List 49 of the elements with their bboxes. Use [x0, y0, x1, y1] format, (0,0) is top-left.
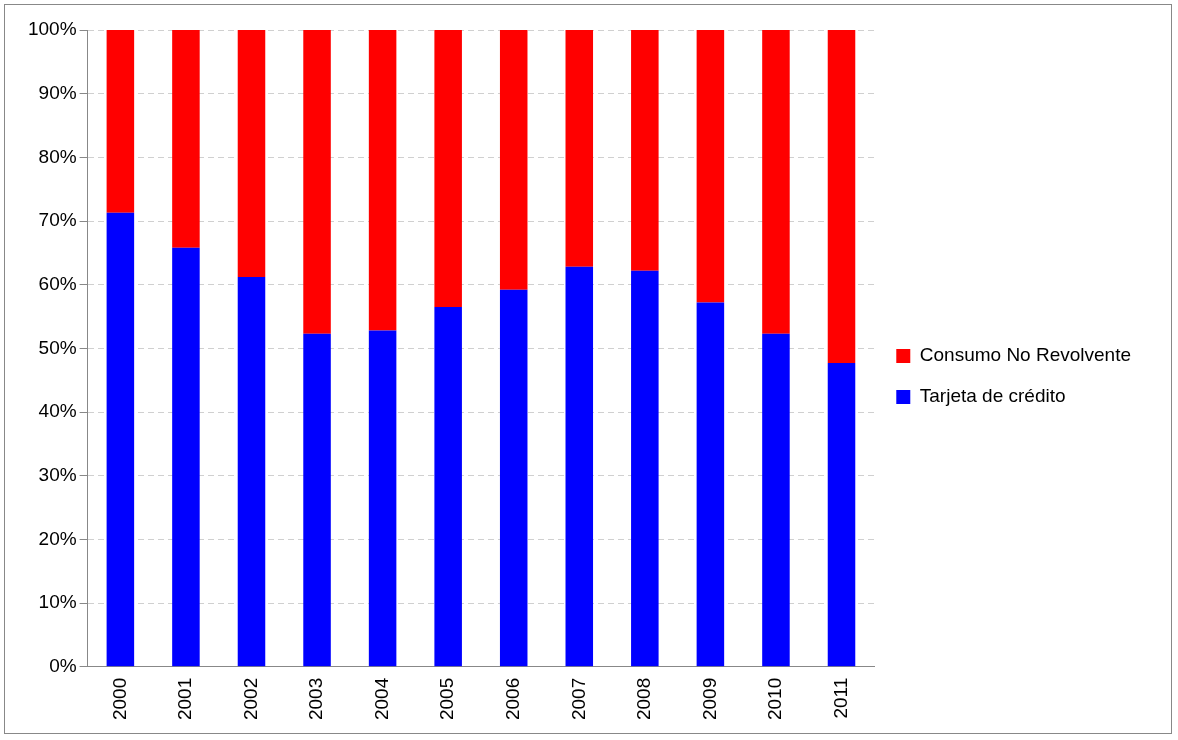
- bar: [565, 266, 594, 667]
- y-tick-label: 0%: [49, 654, 77, 676]
- bar: [303, 333, 331, 667]
- bar: [827, 363, 856, 667]
- bar: [368, 30, 397, 331]
- bar: [827, 30, 856, 364]
- y-tick-label: 20%: [38, 527, 77, 549]
- x-tick-label: 2010: [764, 677, 786, 721]
- bar: [696, 302, 725, 667]
- bar: [631, 30, 659, 271]
- y-tick-label: 40%: [38, 400, 77, 422]
- bar: [106, 212, 135, 667]
- bar: [762, 30, 790, 334]
- bar: [303, 30, 331, 334]
- x-tick-label: 2003: [305, 677, 327, 721]
- bar: [434, 30, 462, 307]
- bar: [434, 306, 462, 667]
- bar: [565, 30, 594, 267]
- bar: [762, 333, 790, 667]
- bar: [172, 30, 200, 248]
- bar: [368, 330, 397, 667]
- y-tick-label: 50%: [38, 336, 77, 358]
- x-tick-label: 2011: [829, 677, 851, 719]
- bar: [696, 30, 725, 303]
- x-tick-label: 2001: [174, 677, 196, 721]
- y-tick-label: 80%: [38, 145, 77, 167]
- x-tick-label: 2000: [108, 677, 130, 721]
- bar: [106, 30, 135, 213]
- bar: [172, 247, 200, 667]
- x-tick-label: 2007: [567, 677, 589, 721]
- y-tick-label: 60%: [38, 272, 77, 294]
- bar: [631, 270, 659, 667]
- x-tick-label: 2005: [436, 677, 458, 721]
- x-tick-label: 2004: [370, 677, 392, 721]
- x-tick-label: 2006: [501, 677, 523, 721]
- y-tick-label: 100%: [27, 18, 77, 40]
- y-tick-label: 90%: [38, 81, 77, 103]
- bar: [237, 277, 266, 667]
- x-tick-label: 2009: [698, 677, 720, 721]
- y-tick-label: 30%: [38, 463, 77, 485]
- bar: [499, 289, 528, 667]
- bar: [499, 30, 528, 290]
- legend-label: Tarjeta de crédito: [919, 385, 1066, 407]
- x-tick-label: 2008: [633, 677, 655, 721]
- legend-label: Consumo No Revolvente: [919, 344, 1131, 366]
- y-tick-label: 70%: [38, 209, 77, 231]
- x-tick-label: 2002: [239, 677, 261, 721]
- y-tick-label: 10%: [38, 591, 77, 613]
- bar: [237, 30, 266, 278]
